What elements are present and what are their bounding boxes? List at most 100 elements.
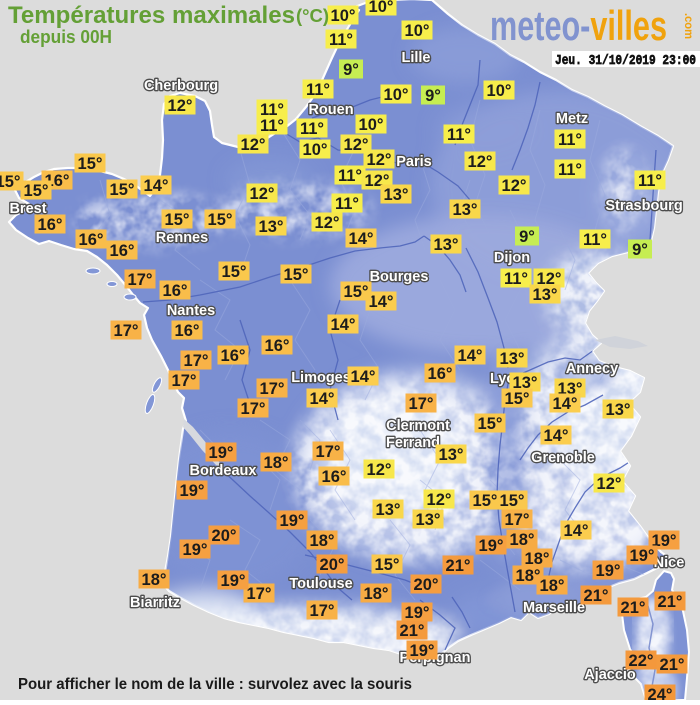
svg-text:12°: 12°	[367, 151, 392, 169]
svg-text:13°: 13°	[453, 201, 478, 219]
svg-text:17°: 17°	[316, 443, 341, 461]
svg-text:14°: 14°	[144, 177, 169, 195]
svg-text:12°: 12°	[597, 475, 622, 493]
svg-text:11°: 11°	[260, 101, 284, 119]
svg-text:12°: 12°	[241, 136, 266, 154]
svg-text:15°: 15°	[165, 211, 190, 229]
svg-text:10°: 10°	[303, 141, 328, 159]
svg-text:10°: 10°	[359, 116, 384, 134]
svg-text:13°: 13°	[606, 401, 631, 419]
svg-text:17°: 17°	[310, 602, 335, 620]
svg-text:13°: 13°	[513, 374, 538, 392]
svg-text:Brest: Brest	[9, 201, 46, 217]
svg-text:12°: 12°	[502, 177, 527, 195]
svg-text:Nice: Nice	[654, 555, 685, 571]
svg-text:10°: 10°	[331, 7, 356, 25]
svg-text:9°: 9°	[425, 87, 441, 105]
svg-text:18°: 18°	[310, 532, 335, 550]
svg-text:24°: 24°	[648, 686, 673, 700]
svg-text:15°: 15°	[500, 492, 525, 510]
svg-text:19°: 19°	[280, 512, 305, 530]
svg-text:14°: 14°	[544, 427, 569, 445]
svg-text:21°: 21°	[660, 656, 685, 674]
svg-text:10°: 10°	[487, 82, 512, 100]
svg-text:Annecy: Annecy	[566, 361, 618, 377]
svg-text:11°: 11°	[638, 172, 662, 190]
svg-text:17°: 17°	[128, 271, 153, 289]
svg-text:11°: 11°	[300, 120, 324, 138]
svg-text:19°: 19°	[410, 642, 435, 660]
svg-text:15°: 15°	[78, 155, 103, 173]
svg-text:12°: 12°	[537, 270, 562, 288]
svg-text:19°: 19°	[180, 482, 205, 500]
svg-text:15°: 15°	[222, 263, 247, 281]
svg-text:12°: 12°	[427, 491, 452, 509]
svg-text:11°: 11°	[335, 195, 359, 213]
svg-text:13°: 13°	[533, 286, 558, 304]
svg-text:20°: 20°	[320, 556, 345, 574]
svg-text:16°: 16°	[38, 216, 63, 234]
svg-text:12°: 12°	[168, 97, 193, 115]
svg-text:Ajaccio: Ajaccio	[584, 667, 636, 683]
svg-text:17°: 17°	[184, 352, 209, 370]
svg-text:17°: 17°	[241, 400, 266, 418]
svg-text:(°C): (°C)	[296, 5, 329, 26]
svg-text:10°: 10°	[405, 22, 430, 40]
svg-text:21°: 21°	[584, 587, 609, 605]
svg-text:19°: 19°	[209, 444, 234, 462]
svg-text:16°: 16°	[221, 347, 246, 365]
svg-text:18°: 18°	[516, 567, 541, 585]
svg-text:14°: 14°	[564, 522, 589, 540]
svg-text:Dijon: Dijon	[494, 250, 530, 266]
svg-text:14°: 14°	[351, 368, 376, 386]
svg-text:15°: 15°	[0, 173, 20, 191]
svg-text:17°: 17°	[172, 372, 197, 390]
svg-text:11°: 11°	[306, 81, 330, 99]
svg-text:Températures maximales: Températures maximales	[8, 2, 295, 29]
svg-text:14°: 14°	[369, 293, 394, 311]
svg-text:21°: 21°	[658, 593, 683, 611]
svg-text:Rennes: Rennes	[156, 230, 208, 246]
svg-text:15°: 15°	[24, 182, 49, 200]
svg-text:11°: 11°	[338, 167, 362, 185]
svg-text:13°: 13°	[439, 446, 464, 464]
svg-text:Ferrand: Ferrand	[386, 435, 440, 451]
svg-text:Rouen: Rouen	[308, 102, 353, 118]
svg-text:11°: 11°	[558, 131, 582, 149]
svg-text:18°: 18°	[142, 571, 167, 589]
svg-text:19°: 19°	[630, 547, 655, 565]
svg-text:12°: 12°	[468, 153, 493, 171]
svg-text:Paris: Paris	[396, 154, 431, 170]
svg-text:19°: 19°	[479, 537, 504, 555]
svg-text:13°: 13°	[500, 350, 525, 368]
svg-text:9°: 9°	[343, 61, 359, 79]
svg-text:15°: 15°	[344, 283, 369, 301]
svg-text:12°: 12°	[315, 214, 340, 232]
svg-text:13°: 13°	[259, 218, 284, 236]
svg-text:14°: 14°	[553, 395, 578, 413]
svg-text:16°: 16°	[79, 231, 104, 249]
svg-text:.com: .com	[682, 13, 696, 39]
svg-text:Cherbourg: Cherbourg	[144, 78, 218, 94]
svg-text:14°: 14°	[349, 230, 374, 248]
svg-text:21°: 21°	[446, 557, 471, 575]
svg-text:11°: 11°	[504, 270, 528, 288]
svg-text:22°: 22°	[629, 652, 654, 670]
svg-text:17°: 17°	[409, 395, 434, 413]
svg-text:18°: 18°	[540, 577, 565, 595]
svg-text:11°: 11°	[583, 231, 607, 249]
svg-text:20°: 20°	[414, 576, 439, 594]
svg-text:15°: 15°	[473, 492, 498, 510]
svg-text:11°: 11°	[329, 31, 353, 49]
svg-text:Grenoble: Grenoble	[531, 450, 595, 466]
svg-text:Jeu. 31/10/2019 23:00: Jeu. 31/10/2019 23:00	[555, 53, 696, 69]
svg-text:14°: 14°	[310, 390, 335, 408]
svg-text:15°: 15°	[110, 181, 135, 199]
svg-text:12°: 12°	[250, 185, 275, 203]
svg-text:16°: 16°	[322, 468, 347, 486]
svg-text:12°: 12°	[344, 136, 369, 154]
svg-text:20°: 20°	[212, 527, 237, 545]
svg-text:Biarritz: Biarritz	[130, 595, 180, 611]
svg-text:Clermont: Clermont	[386, 418, 450, 434]
svg-text:12°: 12°	[367, 461, 392, 479]
